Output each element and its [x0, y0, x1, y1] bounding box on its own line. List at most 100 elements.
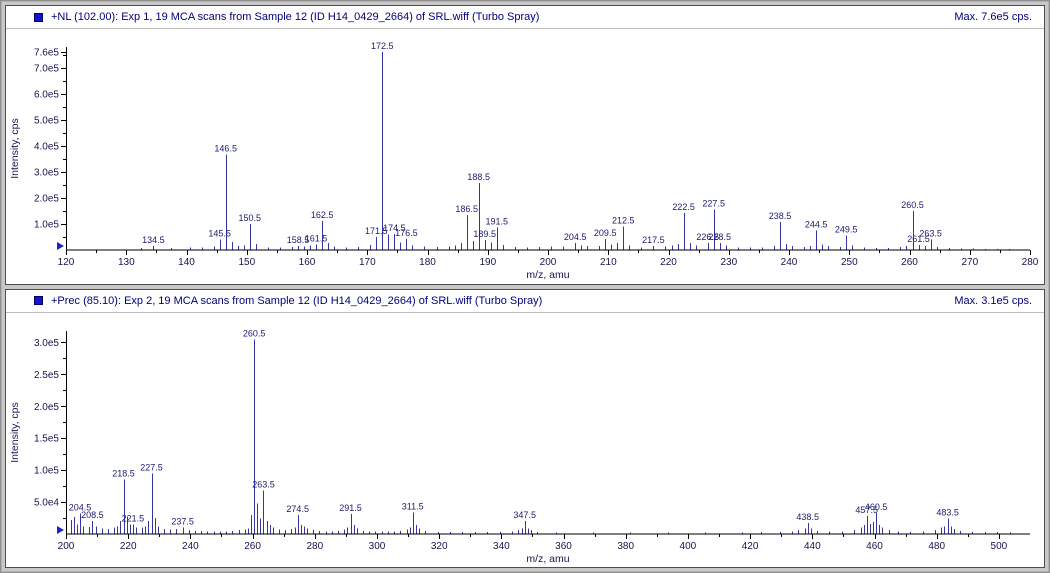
spectrum-panel-top-header: +NL (102.00): Exp 1, 19 MCA scans from S… — [6, 6, 1044, 29]
svg-text:222.5: 222.5 — [672, 202, 695, 212]
svg-text:260.5: 260.5 — [901, 200, 924, 210]
svg-text:180: 180 — [419, 257, 436, 268]
svg-text:7.6e5: 7.6e5 — [34, 48, 59, 59]
svg-text:260.5: 260.5 — [243, 328, 266, 338]
svg-text:274.5: 274.5 — [286, 503, 309, 513]
max-intensity-label: Max. 3.1e5 cps. — [954, 294, 1032, 307]
spectrum-panel-top: +NL (102.00): Exp 1, 19 MCA scans from S… — [5, 5, 1045, 285]
svg-text:6.0e5: 6.0e5 — [34, 89, 59, 100]
spectrum-plot-bottom[interactable]: 200 220 240 260 280 300 320 340 360 380 400 420 440 4… — [6, 312, 1044, 567]
svg-text:244.5: 244.5 — [805, 220, 828, 230]
svg-text:1.0e5: 1.0e5 — [34, 220, 59, 231]
svg-text:261.5: 261.5 — [907, 234, 930, 244]
svg-text:220: 220 — [120, 541, 137, 552]
svg-text:m/z, amu: m/z, amu — [526, 553, 569, 565]
svg-text:Intensity, cps: Intensity, cps — [9, 402, 21, 463]
svg-text:146.5: 146.5 — [214, 144, 237, 154]
svg-text:161.5: 161.5 — [305, 233, 328, 243]
svg-text:460.5: 460.5 — [865, 501, 888, 511]
svg-text:200: 200 — [540, 257, 557, 268]
svg-text:340: 340 — [493, 541, 510, 552]
svg-text:240: 240 — [781, 257, 798, 268]
svg-text:291.5: 291.5 — [339, 503, 362, 513]
svg-text:176.5: 176.5 — [395, 228, 418, 238]
svg-text:380: 380 — [617, 541, 634, 552]
svg-text:210: 210 — [600, 257, 617, 268]
svg-text:226.5: 226.5 — [696, 232, 719, 242]
pane-select-square-icon — [34, 296, 43, 305]
svg-text:500: 500 — [991, 541, 1008, 552]
svg-text:150: 150 — [238, 257, 255, 268]
svg-text:171.5: 171.5 — [365, 226, 388, 236]
svg-text:260: 260 — [244, 541, 261, 552]
svg-text:263.5: 263.5 — [252, 479, 275, 489]
svg-text:228.5: 228.5 — [708, 232, 731, 242]
svg-text:218.5: 218.5 — [112, 468, 135, 478]
svg-text:400: 400 — [680, 541, 697, 552]
svg-text:204.5: 204.5 — [564, 232, 587, 242]
svg-text:440: 440 — [804, 541, 821, 552]
svg-text:140: 140 — [178, 257, 195, 268]
spectrum-plot-top[interactable]: 120 130 140 150 160 170 180 190 200 210 220 230 240 2… — [6, 29, 1044, 284]
svg-text:227.5: 227.5 — [702, 198, 725, 208]
spectrum-panel-bottom-header: +Prec (85.10): Exp 2, 19 MCA scans from … — [6, 289, 1044, 313]
pane-select-square-icon — [34, 12, 43, 22]
svg-text:189.5: 189.5 — [473, 229, 496, 239]
svg-text:227.5: 227.5 — [140, 462, 163, 472]
svg-text:2.0e5: 2.0e5 — [34, 193, 59, 204]
svg-text:150.5: 150.5 — [239, 213, 262, 223]
svg-text:300: 300 — [369, 541, 386, 552]
svg-text:130: 130 — [118, 257, 135, 268]
svg-text:347.5: 347.5 — [513, 510, 536, 520]
svg-text:5.0e4: 5.0e4 — [34, 497, 59, 508]
svg-text:158.5: 158.5 — [287, 235, 310, 245]
svg-text:186.5: 186.5 — [455, 204, 478, 214]
svg-text:280: 280 — [306, 541, 323, 552]
svg-text:160: 160 — [299, 257, 316, 268]
svg-text:483.5: 483.5 — [936, 507, 959, 517]
svg-text:270: 270 — [961, 257, 978, 268]
svg-text:170: 170 — [359, 257, 376, 268]
svg-text:4.0e5: 4.0e5 — [34, 141, 59, 152]
svg-text:188.5: 188.5 — [467, 172, 490, 182]
svg-text:217.5: 217.5 — [642, 235, 665, 245]
svg-text:250: 250 — [841, 257, 858, 268]
svg-text:145.5: 145.5 — [208, 229, 231, 239]
svg-text:m/z, amu: m/z, amu — [526, 269, 569, 281]
svg-text:212.5: 212.5 — [612, 216, 635, 226]
svg-text:249.5: 249.5 — [835, 225, 858, 235]
svg-text:438.5: 438.5 — [796, 512, 819, 522]
svg-text:209.5: 209.5 — [594, 228, 617, 238]
svg-text:174.5: 174.5 — [383, 223, 406, 233]
svg-text:2.0e5: 2.0e5 — [34, 401, 59, 412]
svg-text:360: 360 — [555, 541, 572, 552]
svg-text:1.0e5: 1.0e5 — [34, 465, 59, 476]
svg-text:120: 120 — [58, 257, 75, 268]
svg-text:162.5: 162.5 — [311, 210, 334, 220]
svg-text:172.5: 172.5 — [371, 41, 394, 51]
max-intensity-label: Max. 7.6e5 cps. — [954, 11, 1032, 23]
svg-text:191.5: 191.5 — [486, 217, 509, 227]
svg-text:7.0e5: 7.0e5 — [34, 63, 59, 74]
svg-text:2.5e5: 2.5e5 — [34, 369, 59, 380]
svg-text:240: 240 — [182, 541, 199, 552]
svg-text:238.5: 238.5 — [769, 211, 792, 221]
svg-text:311.5: 311.5 — [402, 501, 424, 511]
svg-text:3.0e5: 3.0e5 — [34, 167, 59, 178]
svg-text:Intensity, cps: Intensity, cps — [9, 118, 21, 179]
svg-text:260: 260 — [901, 257, 918, 268]
svg-text:280: 280 — [1022, 257, 1039, 268]
svg-text:457.5: 457.5 — [855, 505, 878, 515]
svg-text:208.5: 208.5 — [81, 510, 104, 520]
svg-text:190: 190 — [479, 257, 496, 268]
svg-text:204.5: 204.5 — [69, 502, 92, 512]
svg-text:220: 220 — [660, 257, 677, 268]
svg-text:200: 200 — [58, 541, 75, 552]
svg-text:320: 320 — [431, 541, 448, 552]
spectrum-title: +NL (102.00): Exp 1, 19 MCA scans from S… — [51, 11, 540, 23]
svg-text:5.0e5: 5.0e5 — [34, 115, 59, 126]
svg-text:3.0e5: 3.0e5 — [34, 338, 59, 349]
svg-text:460: 460 — [866, 541, 883, 552]
svg-text:134.5: 134.5 — [142, 235, 165, 245]
